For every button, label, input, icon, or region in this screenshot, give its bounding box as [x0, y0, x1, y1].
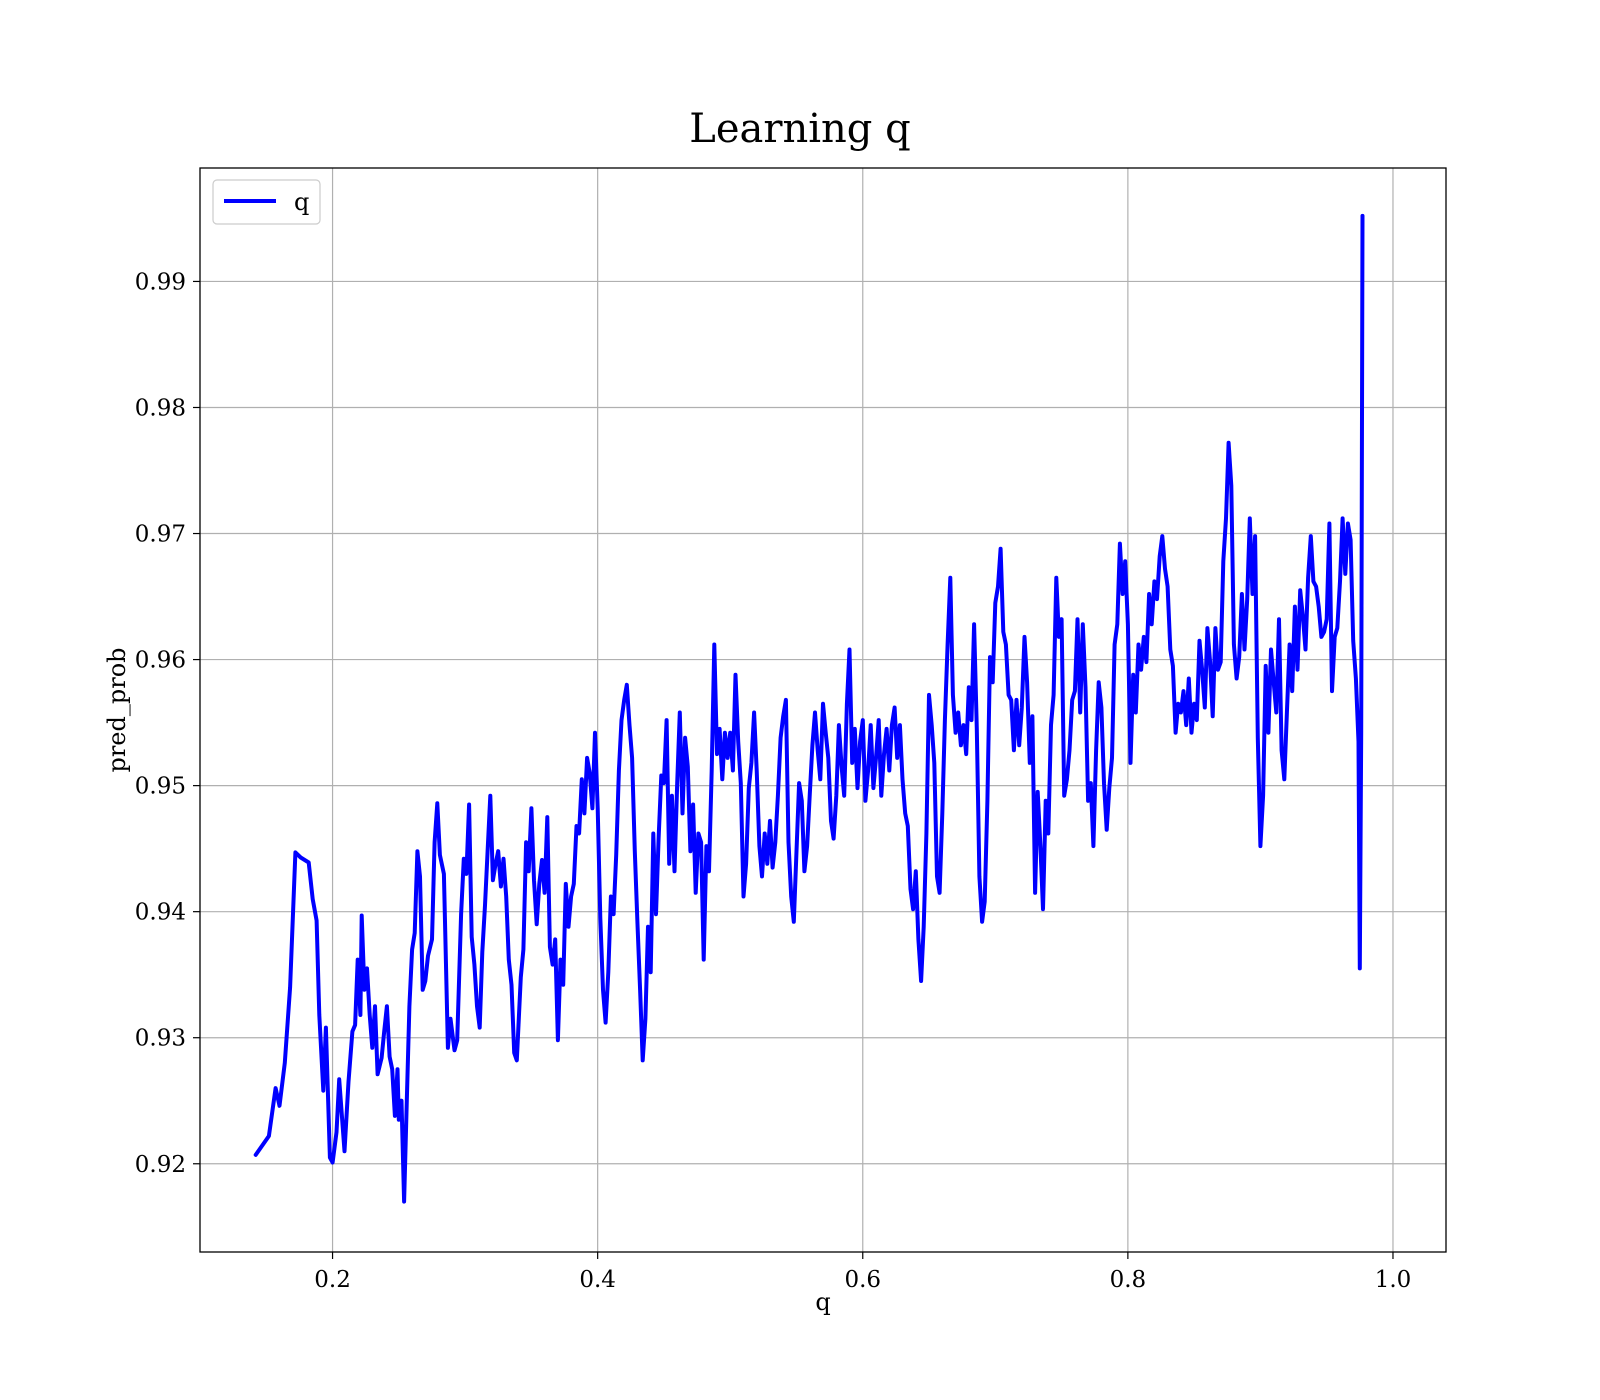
- x-tick-label: 0.6: [844, 1267, 881, 1293]
- y-tick-label: 0.95: [135, 774, 186, 800]
- x-tick-label: 1.0: [1375, 1267, 1412, 1293]
- y-tick-label: 0.99: [135, 269, 186, 295]
- y-tick-label: 0.96: [135, 648, 186, 674]
- legend-label-q: q: [294, 188, 309, 216]
- y-tick-label: 0.97: [135, 522, 186, 548]
- series-line-q: [253, 213, 1365, 1204]
- x-tick-label: 0.8: [1110, 1267, 1147, 1293]
- y-tick-label: 0.93: [135, 1026, 186, 1052]
- y-axis-label: pred_prob: [103, 647, 131, 772]
- chart-title: Learning q: [689, 106, 910, 152]
- x-axis-label: q: [815, 1288, 830, 1316]
- plot-frame: [199, 167, 1447, 1253]
- y-tick-label: 0.94: [135, 900, 186, 926]
- series-layer: [253, 213, 1365, 1204]
- axis-ticks: 0.2 0.4 0.6 0.8 1.0 0.92 0.93 0.94 0.95 0.96 0.97 0…: [135, 269, 1411, 1293]
- legend: q: [212, 179, 321, 225]
- y-tick-label: 0.92: [135, 1152, 186, 1178]
- x-tick-label: 0.4: [579, 1267, 616, 1293]
- x-tick-label: 0.2: [314, 1267, 351, 1293]
- y-tick-label: 0.98: [135, 395, 186, 421]
